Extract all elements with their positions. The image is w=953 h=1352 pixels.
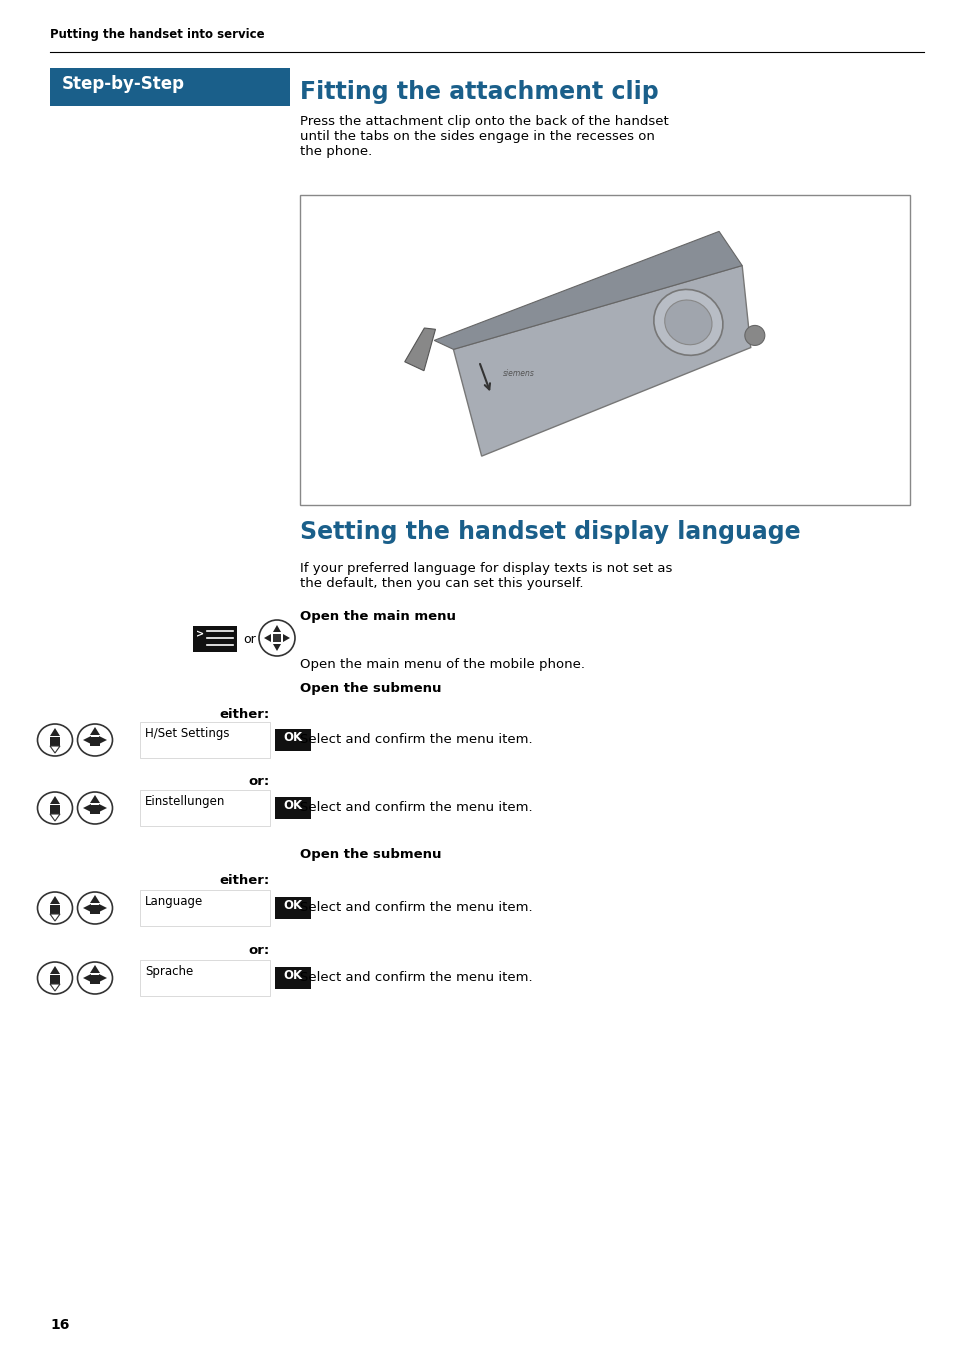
Ellipse shape — [37, 792, 72, 823]
Polygon shape — [83, 735, 91, 744]
Polygon shape — [99, 804, 107, 813]
Ellipse shape — [77, 963, 112, 994]
Bar — [140, 890, 270, 926]
Polygon shape — [264, 634, 271, 642]
Text: Select and confirm the menu item.: Select and confirm the menu item. — [299, 900, 532, 914]
Bar — [274, 796, 311, 819]
Bar — [274, 729, 311, 750]
Polygon shape — [273, 644, 281, 652]
Bar — [274, 967, 311, 990]
Text: or: or — [243, 633, 255, 646]
Bar — [90, 804, 100, 814]
Text: OK: OK — [283, 731, 302, 744]
Circle shape — [744, 326, 764, 345]
Ellipse shape — [77, 725, 112, 756]
Text: Press the attachment clip onto the back of the handset
until the tabs on the sid: Press the attachment clip onto the back … — [299, 115, 668, 158]
Text: H/Set Settings: H/Set Settings — [145, 727, 230, 740]
Text: OK: OK — [283, 969, 302, 982]
Text: Open the main menu of the mobile phone.: Open the main menu of the mobile phone. — [299, 658, 584, 671]
Bar — [140, 790, 270, 826]
Text: Select and confirm the menu item.: Select and confirm the menu item. — [299, 733, 532, 746]
Polygon shape — [50, 727, 60, 735]
Polygon shape — [50, 896, 60, 904]
Polygon shape — [99, 973, 107, 982]
Bar — [299, 195, 909, 506]
Bar — [50, 737, 60, 746]
Text: 16: 16 — [50, 1318, 70, 1332]
Polygon shape — [90, 727, 100, 735]
Text: Putting the handset into service: Putting the handset into service — [50, 28, 264, 41]
Bar — [140, 960, 270, 996]
Polygon shape — [83, 973, 91, 982]
Polygon shape — [99, 904, 107, 913]
Bar — [90, 737, 100, 746]
Bar — [140, 722, 270, 758]
Text: If your preferred language for display texts is not set as
the default, then you: If your preferred language for display t… — [299, 562, 672, 589]
Bar — [50, 975, 60, 984]
Ellipse shape — [77, 792, 112, 823]
Ellipse shape — [653, 289, 722, 356]
Text: Open the main menu: Open the main menu — [299, 610, 456, 623]
Bar — [50, 904, 60, 914]
Polygon shape — [434, 231, 741, 349]
Polygon shape — [90, 965, 100, 973]
Text: or:: or: — [249, 775, 270, 788]
Text: either:: either: — [219, 708, 270, 721]
Text: Step-by-Step: Step-by-Step — [62, 74, 185, 93]
Polygon shape — [283, 634, 290, 642]
Ellipse shape — [77, 892, 112, 923]
Text: >: > — [195, 629, 204, 639]
Polygon shape — [99, 735, 107, 744]
Polygon shape — [453, 265, 750, 456]
Bar — [274, 896, 311, 919]
Bar — [50, 804, 60, 814]
Text: or:: or: — [249, 944, 270, 957]
Text: Select and confirm the menu item.: Select and confirm the menu item. — [299, 800, 532, 814]
Text: Fitting the attachment clip: Fitting the attachment clip — [299, 80, 659, 104]
Polygon shape — [50, 965, 60, 973]
Text: Open the submenu: Open the submenu — [299, 681, 441, 695]
Bar — [90, 904, 100, 914]
Polygon shape — [83, 904, 91, 913]
Bar — [90, 975, 100, 984]
Text: Select and confirm the menu item.: Select and confirm the menu item. — [299, 971, 532, 984]
Text: Setting the handset display language: Setting the handset display language — [299, 521, 800, 544]
Polygon shape — [404, 329, 435, 370]
Ellipse shape — [37, 725, 72, 756]
Polygon shape — [83, 804, 91, 813]
Text: Sprache: Sprache — [145, 965, 193, 977]
Text: Einstellungen: Einstellungen — [145, 795, 225, 808]
Bar — [273, 634, 281, 642]
Text: Language: Language — [145, 895, 203, 909]
Ellipse shape — [37, 892, 72, 923]
Text: OK: OK — [283, 899, 302, 913]
Polygon shape — [273, 625, 281, 631]
Bar — [50, 105, 290, 1305]
Polygon shape — [90, 895, 100, 903]
Text: either:: either: — [219, 873, 270, 887]
Bar — [193, 626, 236, 652]
Polygon shape — [90, 795, 100, 803]
Bar — [50, 68, 290, 105]
Polygon shape — [50, 796, 60, 804]
Text: siemens: siemens — [502, 369, 535, 377]
Circle shape — [258, 621, 294, 656]
Text: Open the submenu: Open the submenu — [299, 848, 441, 861]
Ellipse shape — [664, 300, 711, 345]
Text: OK: OK — [283, 799, 302, 813]
Ellipse shape — [37, 963, 72, 994]
